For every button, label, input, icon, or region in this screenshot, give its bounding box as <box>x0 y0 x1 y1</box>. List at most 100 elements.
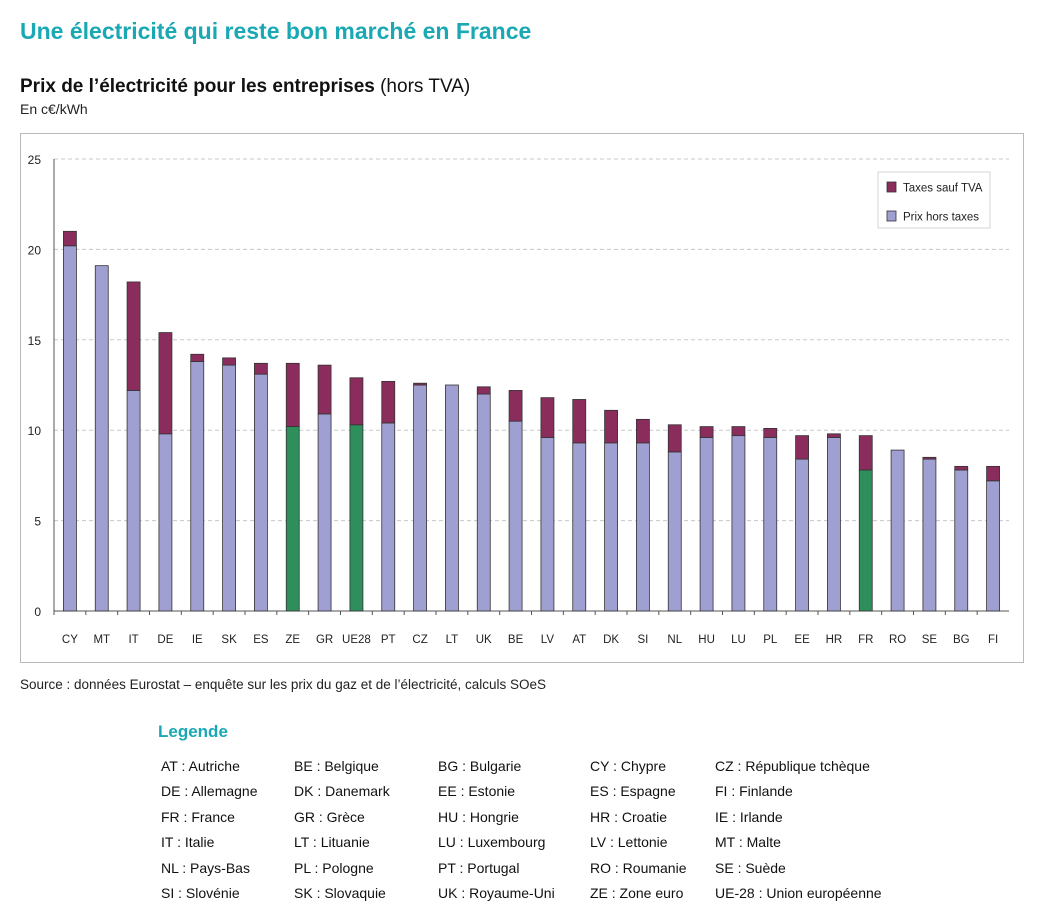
legend-entry: DE : Allemagne <box>161 783 258 800</box>
bar-taxes-it <box>126 281 141 391</box>
bar-prix-ze <box>285 426 300 612</box>
legend-entry: UE-28 : Union européenne <box>715 885 882 901</box>
y-tick-label: 5 <box>34 515 41 529</box>
legend-entry: AT : Autriche <box>161 758 240 774</box>
bar-taxes-gr <box>317 364 332 415</box>
x-tick-label: BE <box>508 634 524 646</box>
legend-title: Legende <box>158 722 228 741</box>
legend-entry: BE : Belgique <box>294 758 379 774</box>
legend-entry: CY : Chypre <box>590 758 666 774</box>
unit-label: En c€/kWh <box>20 101 88 117</box>
legend-entry: IT : Italie <box>161 834 215 851</box>
x-tick-label: SK <box>221 634 237 646</box>
y-tick-label: 25 <box>28 153 42 167</box>
bar-taxes-ie <box>190 353 205 362</box>
x-tick-label: LT <box>446 634 459 646</box>
x-tick-label: DE <box>157 634 173 646</box>
bar-prix-si <box>636 442 650 612</box>
source-note: Source : données Eurostat – enquête sur … <box>20 677 547 692</box>
x-tick-label: HR <box>826 634 843 646</box>
x-tick-label: PL <box>763 634 778 646</box>
x-tick-label: UK <box>476 634 492 646</box>
legend-entry: IE : Irlande <box>715 808 783 825</box>
bar-prix-lt <box>445 384 459 612</box>
x-tick-label: ZE <box>285 634 300 646</box>
bar-prix-ie <box>190 361 205 612</box>
legend-entry: DK : Danemark <box>294 783 390 800</box>
bar-prix-pl <box>763 437 778 612</box>
bar-taxes-ue28 <box>349 377 364 426</box>
legend-entry: FI : Finlande <box>715 783 793 800</box>
x-tick-label: FR <box>858 634 873 646</box>
x-tick-label: ES <box>253 634 269 646</box>
x-tick-label: LV <box>541 634 555 646</box>
bar-prix-de <box>158 433 173 612</box>
x-tick-label: FI <box>988 634 998 646</box>
chart-title-qualifier: (hors TVA) <box>380 76 471 97</box>
legend-entry: SI : Slovénie <box>161 885 240 901</box>
bar-prix-hr <box>827 437 841 612</box>
legend-entry: HR : Croatie <box>590 808 668 825</box>
bar-taxes-se <box>922 456 937 460</box>
chart-legend <box>877 171 991 229</box>
legend-swatch <box>886 210 897 222</box>
bar-taxes-bg <box>954 465 969 471</box>
bar-taxes-cy <box>63 230 77 247</box>
legend-entry: SE : Suède <box>715 859 786 876</box>
y-tick-label: 0 <box>34 605 41 619</box>
bar-prix-cy <box>63 245 77 612</box>
legend-entry: ES : Espagne <box>590 783 676 800</box>
bar-chart: 0 5 10 15 20 25 CY MT IT DE IE SK ES ZE GR UE28 PT CZ LT UK… <box>28 153 1009 646</box>
x-tick-label: LU <box>731 634 746 646</box>
legend-entry: PT : Portugal <box>438 859 520 876</box>
bar-prix-cz <box>413 384 427 612</box>
legend-entry: HU : Hongrie <box>438 808 519 825</box>
bar-taxes-cz <box>413 382 427 386</box>
x-tick-label: IE <box>192 634 203 646</box>
bar-prix-se <box>922 458 937 612</box>
x-tick-label: BG <box>953 634 970 646</box>
bar-prix-sk <box>222 364 236 612</box>
bar-prix-it <box>126 390 141 612</box>
x-tick-label: HU <box>698 634 715 646</box>
bar-prix-ro <box>890 449 905 612</box>
bar-taxes-si <box>636 418 650 444</box>
bar-taxes-lv <box>540 397 555 438</box>
bar-taxes-lu <box>731 426 746 437</box>
legend-entry: BG : Bulgarie <box>438 758 522 774</box>
bar-taxes-ze <box>285 362 300 427</box>
bar-prix-ue28 <box>349 424 364 612</box>
bar-taxes-pt <box>381 380 396 424</box>
legend-entry: LU : Luxembourg <box>438 834 546 851</box>
bar-prix-bg <box>954 469 969 612</box>
x-tick-label: CY <box>62 634 78 646</box>
bar-prix-es <box>254 373 268 612</box>
x-tick-label: MT <box>93 634 110 646</box>
bar-prix-pt <box>381 422 396 612</box>
bar-taxes-de <box>158 332 173 435</box>
x-tick-label: SE <box>922 634 938 646</box>
bar-taxes-hr <box>827 433 841 438</box>
bar-taxes-ee <box>795 435 809 460</box>
bar-prix-fi <box>986 480 1000 612</box>
x-tick-label: NL <box>667 634 682 646</box>
chart-title-main: Prix de l’électricité pour les entrepris… <box>20 76 375 97</box>
bar-prix-mt <box>94 265 109 612</box>
bar-prix-gr <box>317 413 332 612</box>
bar-prix-be <box>508 420 523 612</box>
bar-prix-lu <box>731 435 746 612</box>
bar-taxes-fr <box>858 435 873 471</box>
bar-prix-uk <box>476 393 491 612</box>
bar-taxes-be <box>508 390 523 422</box>
bar-prix-fr <box>858 469 873 612</box>
legend-entry: PL : Pologne <box>294 859 374 876</box>
legend-label: Taxes sauf TVA <box>903 183 983 195</box>
legend-entry: EE : Estonie <box>438 783 516 800</box>
legend-entry: RO : Roumanie <box>590 859 687 876</box>
bar-taxes-dk <box>604 409 618 444</box>
y-tick-label: 20 <box>28 243 42 257</box>
bar-prix-dk <box>604 442 618 612</box>
bar-taxes-es <box>254 362 268 375</box>
legend-entry: LV : Lettonie <box>590 834 668 851</box>
legend-label: Prix hors taxes <box>903 212 979 224</box>
